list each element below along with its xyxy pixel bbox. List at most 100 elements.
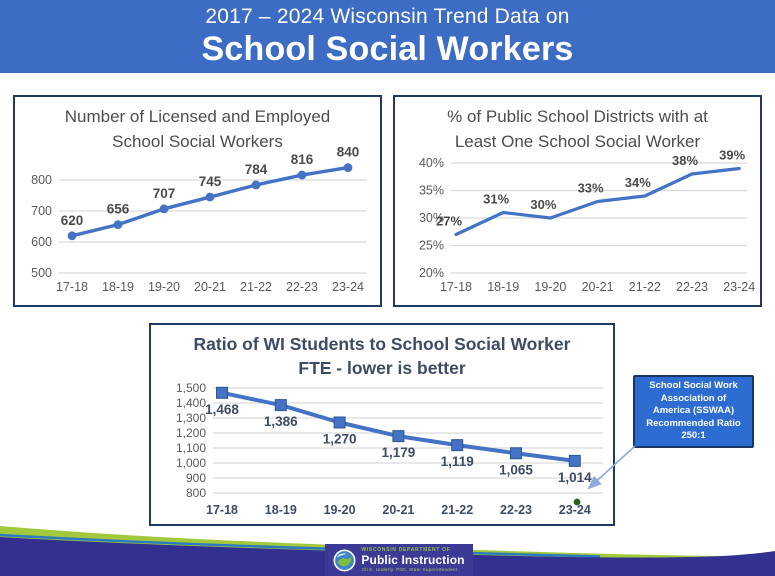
- x-tick-label: 22-23: [500, 503, 532, 517]
- data-value-label: 784: [245, 162, 268, 177]
- dpi-logo-text: WISCONSIN DEPARTMENT OF Public Instructi…: [361, 548, 464, 572]
- data-value-label: 1,386: [264, 414, 298, 429]
- data-value-label: 34%: [625, 175, 651, 190]
- y-tick-label: 600: [31, 235, 52, 249]
- x-tick-label: 17-18: [440, 280, 472, 294]
- series-line: [454, 166, 741, 237]
- data-value-label: 1,014: [558, 470, 592, 485]
- data-value-label: 816: [291, 152, 314, 167]
- data-point-marker: [343, 163, 353, 172]
- x-tick-label: 20-21: [382, 503, 414, 517]
- x-tick-label: 19-20: [534, 280, 566, 294]
- y-tick-label: 30%: [419, 211, 444, 225]
- x-tick-label: 23-24: [723, 280, 755, 294]
- licensed-count-plot: 500 600 700 800 17-18 18-19 19-20 20-21 21-22 22-…: [31, 145, 367, 294]
- data-value-label: 1,468: [205, 402, 239, 417]
- chart-title-ratio-fte: Ratio of WI Students to School Social Wo…: [193, 334, 571, 378]
- data-value-label: 30%: [530, 197, 556, 212]
- chart-box-district-pct: 20% 25% 30% 35% 40% 17-18 18-19 19-20 20-21 21-22…: [393, 95, 762, 307]
- data-value-label: 620: [61, 213, 84, 228]
- data-point-marker: [159, 204, 169, 214]
- x-tick-label: 19-20: [148, 280, 180, 294]
- y-tick-label: 700: [31, 204, 52, 218]
- y-tick-label: 800: [31, 173, 52, 187]
- y-tick-label: 20%: [419, 266, 444, 280]
- data-value-label: 707: [153, 186, 176, 201]
- x-tick-label: 19-20: [324, 503, 356, 517]
- data-value-label: 745: [199, 174, 222, 189]
- y-tick-label: 1,000: [176, 456, 206, 470]
- ratio-fte-chart: 800 900 1,000 1,100 1,200 1,300 1,400 1,500 17-1…: [151, 325, 613, 529]
- y-tick-label: 1,300: [176, 411, 206, 425]
- x-tick-label: 18-19: [487, 280, 519, 294]
- data-value-label: 1,270: [323, 432, 357, 447]
- globe-swirl: [337, 552, 347, 558]
- dpi-superintendent-line: Jill K. Underly, PhD, State Superintende…: [361, 566, 458, 572]
- y-tick-label: 500: [31, 266, 52, 280]
- y-tick-label: 1,500: [176, 381, 206, 395]
- data-value-label: 656: [107, 202, 130, 217]
- globe-land: [338, 556, 352, 566]
- data-value-label: 33%: [578, 181, 604, 196]
- chart-title-licensed-count: Number of Licensed and Employed School S…: [64, 107, 331, 151]
- data-point-marker: [333, 416, 346, 429]
- district-pct-plot: 20% 25% 30% 35% 40% 17-18 18-19 19-20 20-21 21-22…: [419, 148, 755, 295]
- x-tick-label: 23-24: [559, 503, 591, 517]
- slide-header: 2017 – 2024 Wisconsin Trend Data on Scho…: [0, 0, 775, 73]
- x-tick-label: 21-22: [629, 280, 661, 294]
- x-tick-label: 17-18: [206, 503, 238, 517]
- dpi-logo: WISCONSIN DEPARTMENT OF Public Instructi…: [325, 544, 473, 576]
- data-point-marker: [205, 192, 215, 202]
- dpi-dept-line: WISCONSIN DEPARTMENT OF: [361, 547, 451, 553]
- chart-box-ratio-fte: 800 900 1,000 1,100 1,200 1,300 1,400 1,500 17-1…: [149, 323, 615, 526]
- data-point-marker: [510, 447, 522, 460]
- district-pct-chart: 20% 25% 30% 35% 40% 17-18 18-19 19-20 20-21 21-22…: [395, 97, 760, 310]
- data-point-marker: [392, 430, 405, 443]
- x-tick-label: 22-23: [676, 280, 708, 294]
- data-value-label: 39%: [719, 148, 745, 163]
- sswaa-callout-text: School Social Work Association of Americ…: [646, 380, 741, 442]
- y-tick-label: 40%: [419, 156, 444, 170]
- x-tick-label: 20-21: [582, 280, 614, 294]
- y-tick-label: 25%: [419, 239, 444, 253]
- data-point-marker: [274, 399, 287, 412]
- licensed-count-chart: 500 600 700 800 17-18 18-19 19-20 20-21 21-22 22-…: [15, 97, 380, 310]
- data-value-label: 1,179: [382, 445, 416, 460]
- y-tick-label: 1,400: [176, 396, 206, 410]
- x-tick-label: 18-19: [102, 280, 134, 294]
- data-point-marker: [113, 220, 123, 230]
- chart-title-district-pct: % of Public School Districts with at Lea…: [447, 107, 708, 151]
- data-point-marker: [216, 386, 228, 399]
- x-tick-label: 22-23: [286, 280, 318, 294]
- data-value-label: 1,119: [441, 454, 474, 469]
- data-point-marker: [251, 180, 261, 190]
- y-tick-label: 800: [186, 486, 206, 500]
- dpi-globe-icon: [333, 548, 356, 572]
- data-value-label: 27%: [436, 214, 462, 229]
- data-point-marker: [67, 231, 77, 241]
- data-value-label: 840: [337, 145, 360, 160]
- recommended-ratio-dot: [573, 498, 581, 506]
- sswaa-callout-box: School Social Work Association of Americ…: [633, 375, 754, 448]
- y-tick-label: 35%: [419, 184, 444, 198]
- data-value-label: 1,065: [499, 462, 533, 477]
- x-tick-label: 21-22: [240, 280, 272, 294]
- slide-subtitle: 2017 – 2024 Wisconsin Trend Data on: [205, 4, 570, 28]
- data-value-label: 38%: [672, 153, 698, 168]
- x-tick-label: 20-21: [194, 280, 226, 294]
- slide-title: School Social Workers: [201, 29, 574, 68]
- data-point-marker: [297, 170, 307, 180]
- x-tick-label: 23-24: [332, 280, 364, 294]
- x-tick-label: 21-22: [441, 503, 473, 517]
- data-value-label: 31%: [483, 192, 509, 207]
- y-tick-label: 1,100: [176, 441, 206, 455]
- x-tick-label: 18-19: [265, 503, 297, 517]
- y-tick-label: 900: [186, 471, 206, 485]
- data-point-marker: [568, 454, 581, 467]
- y-tick-label: 1,200: [176, 426, 206, 440]
- chart-box-licensed-count: 500 600 700 800 17-18 18-19 19-20 20-21 21-22 22-…: [13, 95, 382, 307]
- x-tick-label: 17-18: [56, 280, 88, 294]
- dpi-dept-name: Public Instruction: [361, 553, 465, 567]
